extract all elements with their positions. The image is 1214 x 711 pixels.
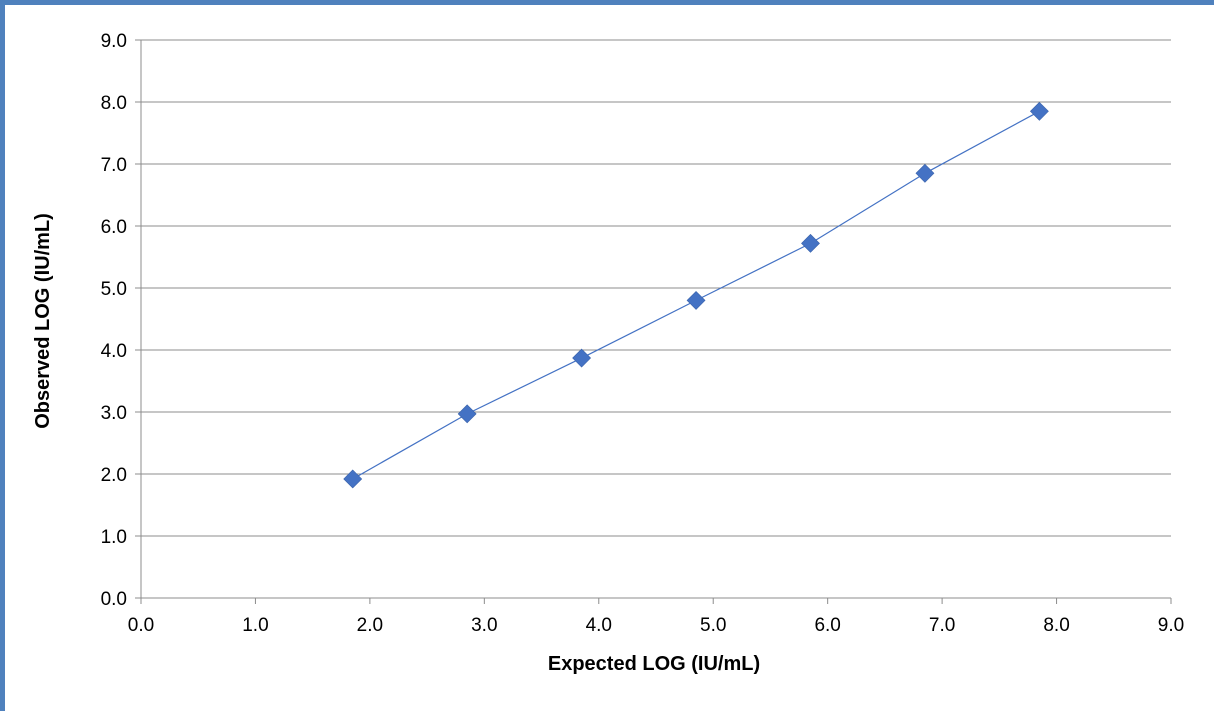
x-tick-label: 8.0 (1043, 615, 1069, 636)
y-tick-label: 3.0 (101, 403, 127, 424)
grid-lines (141, 39, 1171, 537)
y-tick-label: 6.0 (101, 217, 127, 238)
x-tick-label: 1.0 (242, 615, 268, 636)
data-point-diamond (801, 233, 820, 253)
x-tick-label: 2.0 (357, 615, 383, 636)
x-tick-label: 7.0 (929, 615, 955, 636)
x-axis-title: Expected LOG (IU/mL) (548, 653, 760, 675)
y-tick-label: 7.0 (101, 155, 127, 176)
y-tick-label: 0.0 (101, 589, 127, 610)
data-point-diamond (686, 290, 706, 310)
x-tick-label: 9.0 (1158, 615, 1184, 636)
y-tick-label: 9.0 (101, 31, 127, 52)
x-tick-label: 4.0 (586, 615, 612, 636)
data-point-diamond (1029, 101, 1049, 121)
y-tick-label: 1.0 (101, 527, 127, 548)
x-tick-label: 5.0 (700, 615, 726, 636)
data-point-diamond (457, 404, 477, 424)
tick-labels: 0.0 1.0 2.0 3.0 4.0 5.0 6.0 7.0 8.0 9.0 0.0 1.0 2.0 3… (101, 31, 1185, 636)
y-axis-title: Observed LOG (IU/mL) (32, 213, 54, 429)
y-tick-label: 8.0 (101, 93, 127, 114)
y-tick-label: 4.0 (101, 341, 127, 362)
axes (135, 39, 1172, 604)
x-tick-label: 6.0 (814, 615, 840, 636)
y-tick-label: 2.0 (101, 465, 127, 486)
chart-frame-left-border (0, 0, 5, 711)
data-point-diamond (572, 348, 592, 368)
data-series (343, 101, 1049, 489)
data-point-diamond (915, 163, 935, 183)
y-tick-label: 5.0 (101, 279, 127, 300)
x-tick-label: 3.0 (471, 615, 497, 636)
chart-frame-top-border (0, 0, 1214, 5)
data-point-diamond (343, 469, 363, 489)
x-tick-label: 0.0 (128, 615, 154, 636)
